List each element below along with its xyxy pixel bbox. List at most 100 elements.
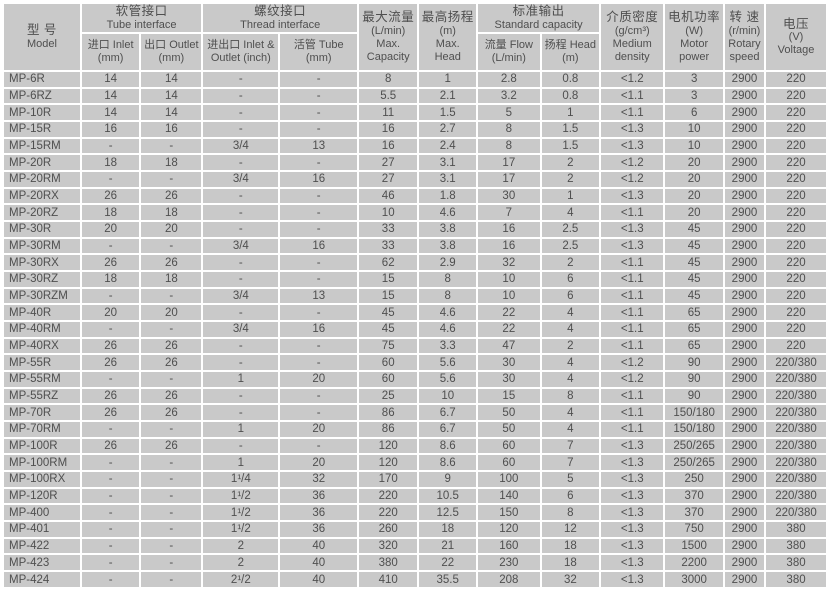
value-cell: 2.1 [419, 88, 477, 104]
table-row: MP-15R 16 16- -16 2.7 8 1.5 <1.3 10 2900 220 [4, 122, 826, 137]
value-cell: 320 [359, 538, 418, 554]
value-cell: 250 [665, 472, 723, 487]
value-cell: 160 [478, 538, 540, 554]
value-cell: <1.3 [601, 488, 664, 504]
header-max-head-en1: Max. [435, 37, 460, 50]
value-cell: 120 [359, 455, 418, 471]
value-cell: 36 [280, 505, 358, 521]
header-max-capacity-zh: 最大流量 [362, 10, 415, 25]
value-cell: - [141, 422, 202, 437]
value-cell: 370 [665, 505, 723, 521]
value-cell: 3.8 [419, 238, 477, 254]
header-thread-interface-zh: 螺纹接口 [254, 4, 307, 19]
header-thread-tube-line1: 活管 Tube [293, 39, 344, 52]
value-cell: 208 [478, 572, 540, 587]
table-body: MP-6R 14 14- -8 1 2.8 0.8 <1.2 3 2900 220 MP-6RZ 14 1… [4, 72, 826, 587]
value-cell: 30 [478, 188, 540, 204]
value-cell: 35.5 [419, 572, 477, 587]
value-cell: 26 [81, 388, 140, 404]
value-cell: - [280, 88, 358, 104]
table-row: MP-55RM - -1 20 60 5.6 30 4 <1.2 90 2900 220/380 [4, 372, 826, 387]
header-model-zh: 型 号 [26, 23, 57, 38]
header-tube-outlet: 出口 Outlet (mm) [141, 34, 202, 70]
value-cell: 170 [359, 472, 418, 487]
value-cell: 90 [665, 372, 723, 387]
value-cell: 1 [203, 422, 279, 437]
value-cell: 1.5 [541, 138, 600, 154]
header-thread-io-line2: Outlet (inch) [210, 52, 271, 64]
value-cell: 75 [359, 338, 418, 354]
value-cell: 90 [665, 355, 723, 371]
value-cell: 45 [665, 222, 723, 237]
table-row: MP-30RZ 18 18- -15 8 10 6 <1.1 45 2900 220 [4, 272, 826, 287]
value-cell: 2900 [724, 438, 765, 454]
header-max-head: 最高扬程 (m) Max. Head [419, 4, 477, 70]
value-cell: 45 [359, 305, 418, 321]
value-cell: 220 [766, 255, 826, 271]
value-cell: 0.8 [541, 88, 600, 104]
table-row: MP-400- -1¹/2 36 220 12.5 150 8 <1.3 370 2900 220/… [4, 505, 826, 521]
value-cell: 18 [141, 205, 202, 221]
value-cell: <1.3 [601, 538, 664, 554]
model-cell: MP-30RZ [4, 272, 80, 287]
value-cell: <1.1 [601, 288, 664, 304]
header-thread-tube-line2: (mm) [305, 52, 332, 64]
header-standard-capacity-zh: 标准输出 [512, 4, 565, 19]
value-cell: 2.5 [541, 222, 600, 237]
value-cell: 380 [766, 555, 826, 571]
table-row: MP-100RM - -1 20 120 8.6 60 7 <1.3 250/265 2900 220… [4, 455, 826, 471]
value-cell: 2900 [724, 205, 765, 221]
value-cell: 2¹/2 [203, 572, 279, 587]
value-cell: 17 [478, 155, 540, 171]
value-cell: <1.2 [601, 72, 664, 87]
value-cell: 20 [665, 155, 723, 171]
value-cell: - [280, 405, 358, 421]
value-cell: 45 [665, 255, 723, 271]
value-cell: 2900 [724, 522, 765, 537]
value-cell: 11 [359, 105, 418, 121]
model-cell: MP-40R [4, 305, 80, 321]
value-cell: - [280, 338, 358, 354]
table-row: MP-70R 26 26- -86 6.7 50 4 <1.1 150/180 2900 220/3… [4, 405, 826, 421]
model-cell: MP-70RM [4, 422, 80, 437]
value-cell: - [81, 488, 140, 504]
header-max-capacity-en2: Capacity [366, 50, 410, 63]
value-cell: 220 [766, 122, 826, 137]
header-thread-interface-en: Thread interface [240, 18, 321, 31]
value-cell: 150/180 [665, 422, 723, 437]
value-cell: 12.5 [419, 505, 477, 521]
value-cell: 8 [478, 122, 540, 137]
header-std-head-line1: 扬程 Head [544, 39, 597, 52]
value-cell: 32 [541, 572, 600, 587]
header-voltage: 电压 (V) Voltage [766, 4, 826, 70]
value-cell: 26 [141, 255, 202, 271]
value-cell: 65 [665, 338, 723, 354]
value-cell: 2.5 [541, 238, 600, 254]
value-cell: - [81, 172, 140, 187]
value-cell: 10 [478, 288, 540, 304]
value-cell: - [81, 522, 140, 537]
value-cell: 220 [766, 105, 826, 121]
value-cell: 2 [541, 172, 600, 187]
value-cell: - [280, 388, 358, 404]
value-cell: 60 [478, 438, 540, 454]
value-cell: 220 [766, 155, 826, 171]
header-std-head-line2: (m) [562, 52, 579, 64]
model-cell: MP-40RM [4, 322, 80, 337]
value-cell: 16 [280, 322, 358, 337]
value-cell: 2900 [724, 172, 765, 187]
table-row: MP-15RM - -3/4 13 16 2.4 8 1.5 <1.3 10 2900 220 [4, 138, 826, 154]
value-cell: - [203, 355, 279, 371]
value-cell: - [203, 188, 279, 204]
value-cell: 3.3 [419, 338, 477, 354]
value-cell: - [81, 422, 140, 437]
value-cell: 2900 [724, 388, 765, 404]
value-cell: 6.7 [419, 422, 477, 437]
value-cell: 14 [141, 88, 202, 104]
value-cell: 45 [359, 322, 418, 337]
table-row: MP-424- -2¹/2 40 410 35.5 208 32 <1.3 3000 2900 38… [4, 572, 826, 587]
value-cell: 220/380 [766, 405, 826, 421]
table-row: MP-40RM - -3/4 16 45 4.6 22 4 <1.1 65 2900 220 [4, 322, 826, 337]
value-cell: 8.6 [419, 455, 477, 471]
value-cell: 380 [359, 555, 418, 571]
